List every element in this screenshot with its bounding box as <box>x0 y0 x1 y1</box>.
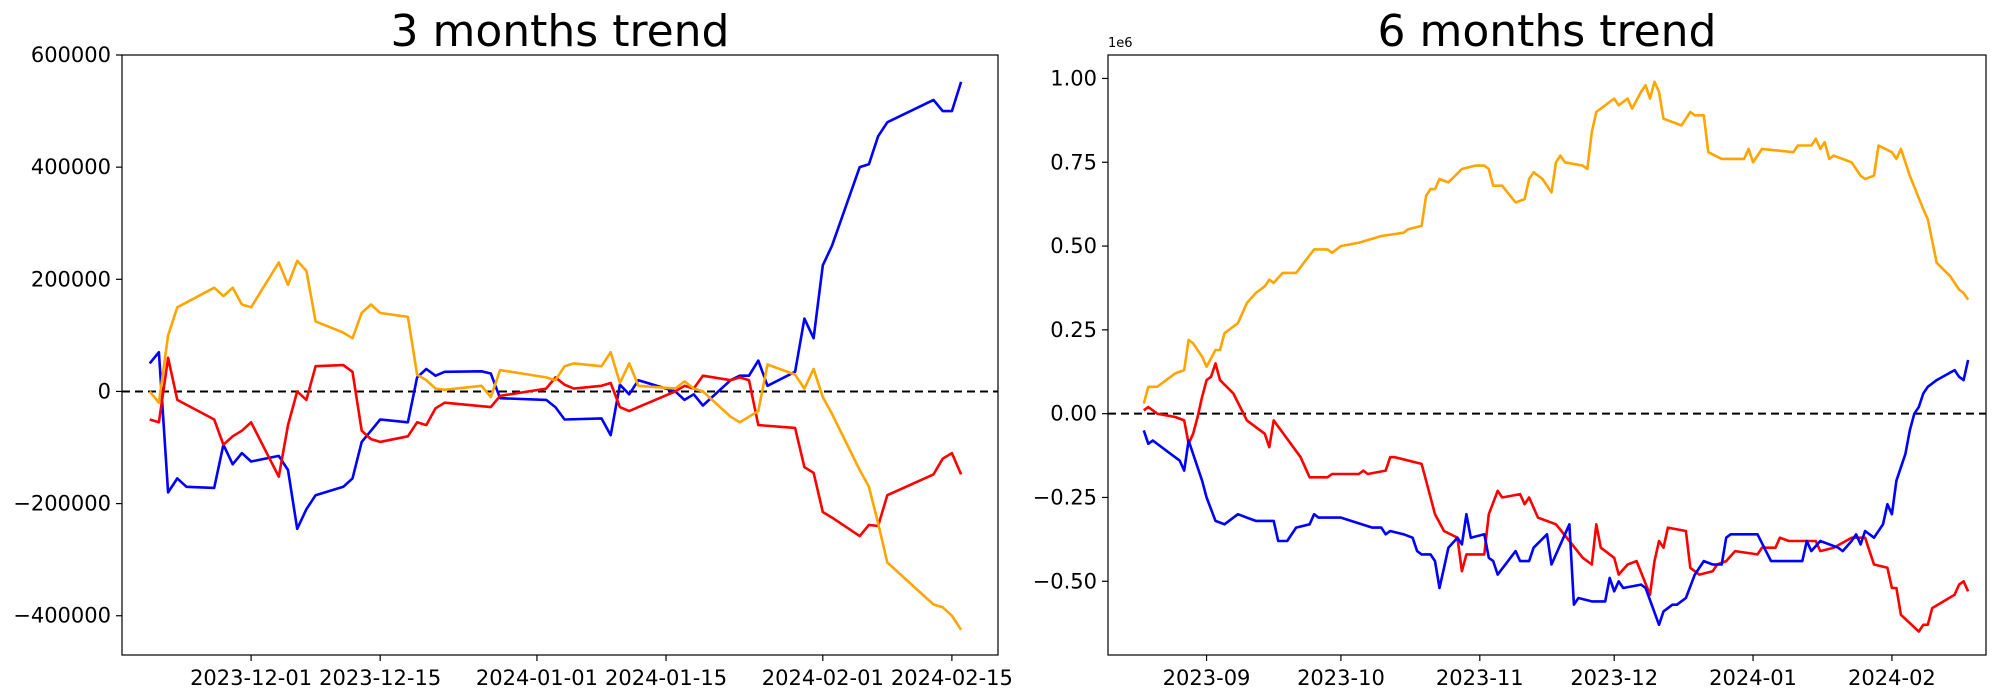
y-tick-label: 0 <box>98 379 111 403</box>
y-tick-label: 0.75 <box>1050 150 1097 174</box>
x-tick-label: 2023-11 <box>1436 666 1524 690</box>
y-tick-label: 0.50 <box>1050 234 1097 258</box>
x-tick-label: 2024-01-15 <box>605 666 727 690</box>
series-line-2 <box>1142 359 1970 627</box>
y-tick-label: 0.25 <box>1050 318 1097 342</box>
x-tick-label: 2023-12 <box>1570 666 1658 690</box>
chart-title: 6 months trend <box>1378 6 1717 57</box>
chart-title: 3 months trend <box>391 6 730 57</box>
series-line-0 <box>148 81 963 531</box>
y-tick-label: 200000 <box>31 267 111 291</box>
series-line-1 <box>149 356 963 538</box>
chart-6-months: 6 months trend 1e6 2023-09 2023-10 2023-11 20… <box>1033 6 1987 690</box>
y-tick-label: 1.00 <box>1050 66 1097 90</box>
x-tick-label: 2024-01 <box>1709 666 1797 690</box>
x-tick-label: 2023-10 <box>1297 666 1385 690</box>
x-tick-label: 2023-12-15 <box>319 666 441 690</box>
chart-3-months: 3 months trend 2023-12-01 2023-12-15 2024-0… <box>13 6 1013 690</box>
y-tick-label: 600000 <box>31 43 111 67</box>
x-tick-label: 2024-02 <box>1848 666 1936 690</box>
x-tick-label: 2024-02-15 <box>891 666 1013 690</box>
x-tick-label: 2024-01-01 <box>476 666 598 690</box>
x-tick-label: 2024-02-01 <box>762 666 884 690</box>
y-tick-label: −0.25 <box>1033 485 1097 509</box>
y-tick-label: 400000 <box>31 155 111 179</box>
series-line-0 <box>1142 80 1970 404</box>
y-tick-label: −200000 <box>13 492 111 516</box>
plot-frame <box>121 54 999 656</box>
series-line-1 <box>1143 362 1970 633</box>
y-tick-label: −0.50 <box>1033 569 1097 593</box>
x-tick-label: 2023-12-01 <box>190 666 312 690</box>
x-tick-label: 2023-09 <box>1163 666 1251 690</box>
y-tick-label: −400000 <box>13 604 111 628</box>
plot-frame <box>1107 54 1987 656</box>
series-line-2 <box>148 259 963 631</box>
y-tick-label: 0.00 <box>1050 402 1097 426</box>
y-axis-offset-label: 1e6 <box>1108 36 1133 51</box>
